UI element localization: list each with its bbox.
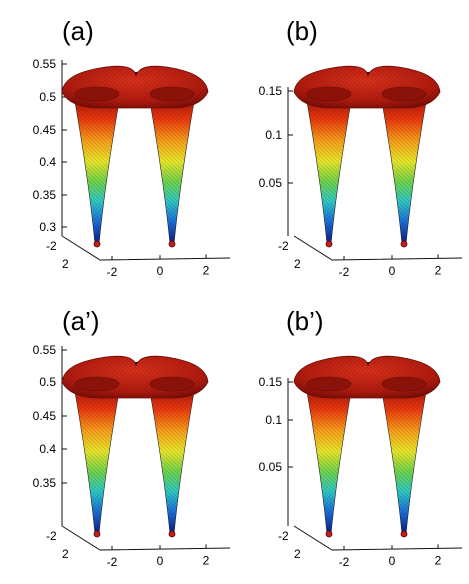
y-tick-label: -2 (46, 529, 57, 543)
well-mesh (75, 102, 119, 244)
z-tick-label: 0.35 (33, 188, 57, 202)
well-opening (74, 86, 120, 102)
z-tick-label: 0.3 (39, 220, 56, 234)
panel-label: (b’) (286, 306, 324, 336)
well-mesh (150, 392, 194, 534)
well-opening (74, 376, 120, 392)
well-opening (149, 86, 195, 102)
z-tick-label: 0.15 (259, 84, 283, 98)
minimum-point (400, 240, 408, 248)
well-opening (306, 376, 352, 392)
well-mesh (75, 392, 119, 534)
z-tick-label: 0.15 (259, 375, 283, 389)
panel-label: (a) (62, 16, 94, 46)
floor-axes (293, 525, 463, 551)
minimum-point (325, 530, 333, 538)
well-mesh (382, 392, 426, 534)
z-tick-label: 0.1 (265, 128, 282, 142)
z-tick-label: 0.4 (39, 155, 56, 169)
minimum-point (325, 240, 333, 248)
x-tick-label: -2 (107, 265, 118, 279)
well-mesh (307, 102, 351, 244)
floor-axes (293, 235, 463, 261)
y-tick-label: 2 (62, 547, 69, 561)
y-tick-label: 2 (294, 547, 301, 561)
panel-2: (b) 0.15 0.1 0.05 -2 2 -2 0 2 (259, 16, 463, 279)
x-tick-label: 2 (435, 553, 442, 567)
z-tick-label: 0.05 (259, 460, 283, 474)
well-opening (306, 86, 352, 102)
z-tick-label: 0.1 (265, 413, 282, 427)
y-tick-label: -2 (46, 239, 57, 253)
z-tick-label: 0.45 (33, 123, 57, 137)
panel-label: (b) (286, 16, 318, 46)
minimum-point (168, 530, 176, 538)
well-mesh (382, 102, 426, 244)
z-tick-label: 0.55 (33, 343, 57, 357)
minimum-point (168, 240, 176, 248)
x-tick-label: 0 (389, 554, 396, 568)
x-tick-label: 0 (157, 264, 164, 278)
well-mesh (307, 392, 351, 534)
well-opening (149, 376, 195, 392)
panel-1: (a) 0.55 0.5 0.45 0.4 0.35 0.3 -2 2 -2 0 2 (33, 16, 231, 279)
floor-axes (61, 235, 231, 261)
x-tick-label: 0 (389, 264, 396, 278)
panel-3: (a’) 0.55 0.5 0.45 0.4 0.35 -2 2 -2 0 2 (33, 306, 231, 569)
y-tick-label: -2 (278, 529, 289, 543)
well-opening (381, 86, 427, 102)
well-mesh (150, 102, 194, 244)
z-tick-label: 0.5 (39, 375, 56, 389)
y-tick-label: 2 (62, 257, 69, 271)
well-opening (381, 376, 427, 392)
y-tick-label: -2 (278, 239, 289, 253)
panel-4: (b’) 0.15 0.1 0.05 -2 2 -2 0 2 (259, 306, 463, 569)
panel-label: (a’) (62, 306, 100, 336)
minimum-point (93, 240, 101, 248)
floor-axes (61, 525, 231, 551)
x-tick-label: 0 (157, 554, 164, 568)
z-tick-label: 0.05 (259, 176, 283, 190)
y-tick-label: 2 (294, 257, 301, 271)
x-tick-label: -2 (339, 265, 350, 279)
z-tick-label: 0.55 (33, 57, 57, 71)
z-tick-label: 0.5 (39, 90, 56, 104)
x-tick-label: 2 (203, 553, 210, 567)
z-tick-label: 0.45 (33, 409, 57, 423)
x-tick-label: -2 (107, 555, 118, 569)
z-tick-label: 0.4 (39, 442, 56, 456)
z-tick-label: 0.35 (33, 476, 57, 490)
minimum-point (93, 530, 101, 538)
minimum-point (400, 530, 408, 538)
x-tick-label: 2 (203, 263, 210, 277)
x-tick-label: 2 (435, 263, 442, 277)
x-tick-label: -2 (339, 555, 350, 569)
